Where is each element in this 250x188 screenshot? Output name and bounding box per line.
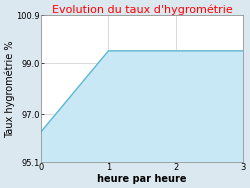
Title: Evolution du taux d'hygrométrie: Evolution du taux d'hygrométrie <box>52 4 233 15</box>
Y-axis label: Taux hygrométrie %: Taux hygrométrie % <box>4 40 15 137</box>
X-axis label: heure par heure: heure par heure <box>97 174 187 184</box>
